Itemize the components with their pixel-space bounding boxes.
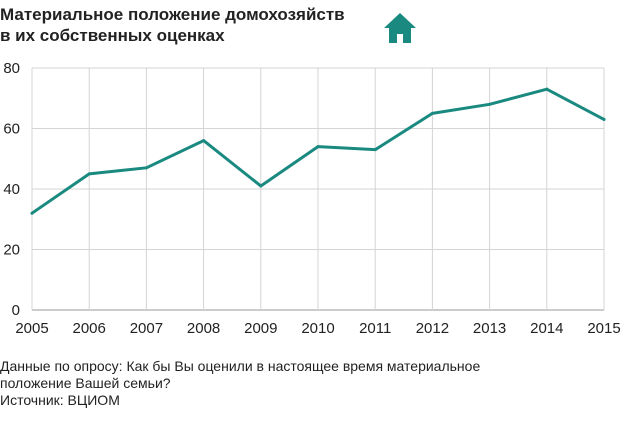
x-tick-label: 2012 [416,320,449,337]
x-tick-label: 2013 [473,320,506,337]
data-point-2006 [87,172,91,176]
chart-title-line-1: Материальное положение домохозяйств [0,5,345,24]
data-point-2015 [602,117,606,121]
x-tick-label: 2011 [359,320,391,337]
x-tick-label: 2014 [530,320,563,337]
x-tick-label: 2010 [301,320,334,337]
x-tick-label: 2015 [587,320,620,337]
x-tick-label: 2005 [15,320,48,337]
data-point-2012 [430,111,434,115]
chart-title: Материальное положение домохозяйств в их… [0,4,370,46]
data-point-2005 [30,211,34,215]
series-lines [30,87,606,215]
data-point-2007 [144,166,148,170]
x-tick-label: 2008 [187,320,220,337]
footnote: Данные по опросу: Как бы Вы оценили в на… [0,358,620,409]
y-tick-label: 80 [3,60,20,77]
chart-title-line-2: в их собственных оценках [0,26,225,45]
data-point-2010 [316,145,320,149]
house-icon [384,13,416,43]
y-axis-tick-labels: 0 20 40 60 80 [3,60,20,319]
x-tick-label: 2009 [244,320,277,337]
footnote-question-line-1: Данные по опросу: Как бы Вы оценили в на… [0,358,481,374]
y-tick-label: 40 [3,181,20,198]
y-tick-label: 0 [12,302,20,319]
source-label: Источник: ВЦИОМ [0,392,120,408]
y-tick-label: 20 [3,242,20,259]
data-point-2008 [202,139,206,143]
data-point-2009 [259,184,263,188]
data-point-2014 [545,87,549,91]
grid-lines [31,67,605,311]
data-point-2011 [373,148,377,152]
x-axis-tick-labels: 2005 2006 2007 2008 2009 2010 2011 2012 2013 2014… [15,320,620,337]
y-tick-label: 60 [3,121,20,138]
x-tick-label: 2006 [73,320,106,337]
x-tick-label: 2007 [130,320,163,337]
footnote-question-line-2: положение Вашей семьи? [0,375,171,391]
data-point-2013 [488,102,492,106]
